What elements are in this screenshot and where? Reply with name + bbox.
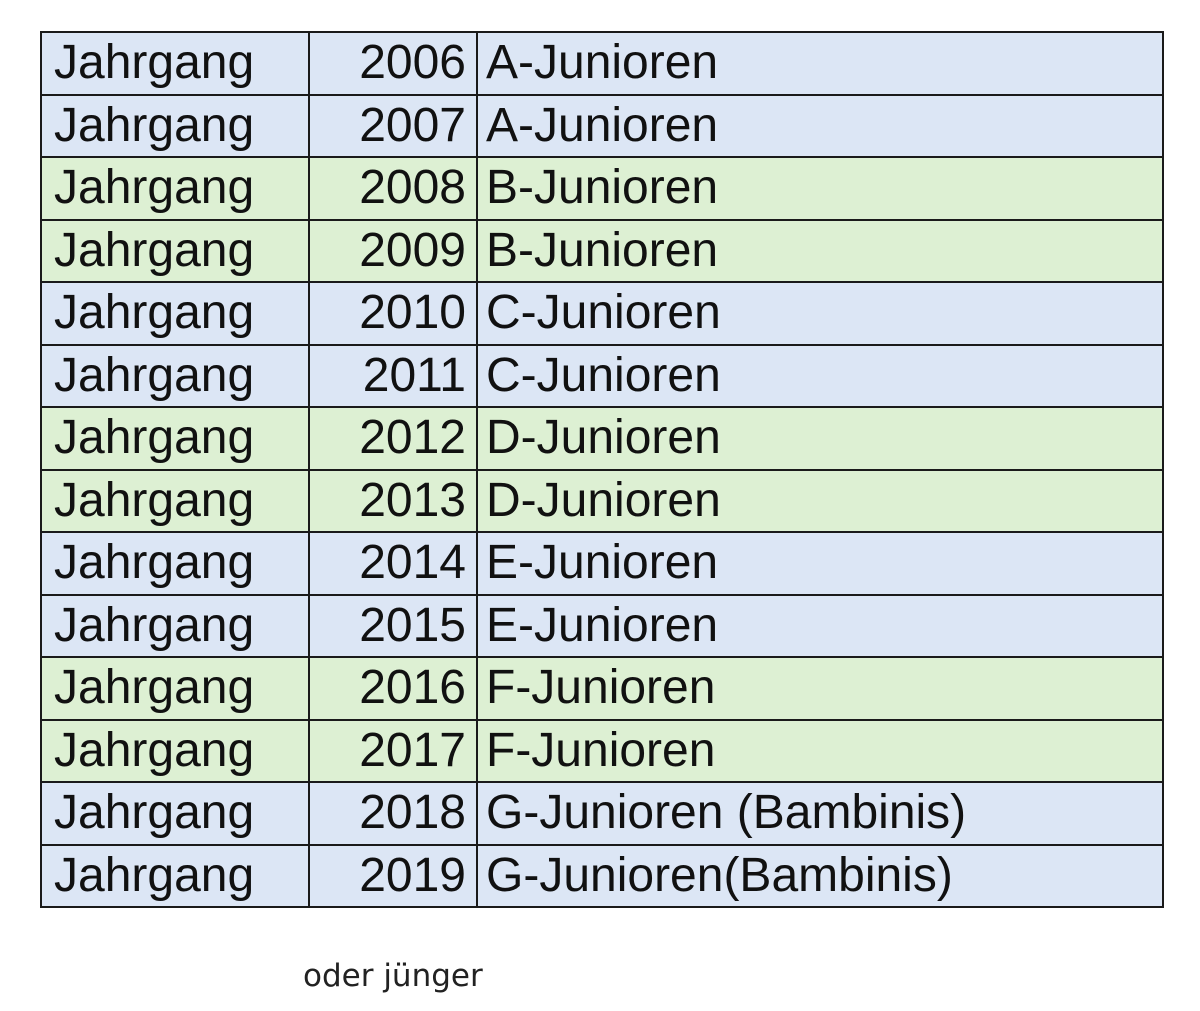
cell-team: E-Junioren bbox=[476, 593, 1164, 658]
table-row: Jahrgang 2014 E-Junioren bbox=[40, 531, 1164, 596]
cell-team: C-Junioren bbox=[476, 343, 1164, 408]
cell-label: Jahrgang bbox=[40, 468, 310, 533]
cell-label: Jahrgang bbox=[40, 718, 310, 783]
cell-team: G-Junioren(Bambinis) bbox=[476, 843, 1164, 908]
table-row: Jahrgang 2019 G-Junioren(Bambinis) bbox=[40, 843, 1164, 908]
cell-year: 2008 bbox=[308, 156, 478, 221]
cell-year: 2017 bbox=[308, 718, 478, 783]
table-row: Jahrgang 2015 E-Junioren bbox=[40, 593, 1164, 658]
cell-team: D-Junioren bbox=[476, 468, 1164, 533]
cell-label: Jahrgang bbox=[40, 656, 310, 721]
cell-team: E-Junioren bbox=[476, 531, 1164, 596]
cell-year: 2009 bbox=[308, 218, 478, 283]
cell-team: B-Junioren bbox=[476, 218, 1164, 283]
age-group-table: Jahrgang 2006 A-Junioren Jahrgang 2007 A-Juni… bbox=[40, 31, 1164, 908]
cell-year: 2015 bbox=[308, 593, 478, 658]
table-row: Jahrgang 2007 A-Junioren bbox=[40, 93, 1164, 158]
cell-year: 2011 bbox=[308, 343, 478, 408]
cell-team: D-Junioren bbox=[476, 406, 1164, 471]
cell-year: 2018 bbox=[308, 781, 478, 846]
cell-label: Jahrgang bbox=[40, 843, 310, 908]
cell-year: 2019 bbox=[308, 843, 478, 908]
cell-year: 2016 bbox=[308, 656, 478, 721]
cell-label: Jahrgang bbox=[40, 218, 310, 283]
cell-year: 2006 bbox=[308, 31, 478, 96]
age-group-table-body: Jahrgang 2006 A-Junioren Jahrgang 2007 A-Juni… bbox=[40, 31, 1164, 908]
cell-label: Jahrgang bbox=[40, 406, 310, 471]
cell-year: 2014 bbox=[308, 531, 478, 596]
table-row: Jahrgang 2006 A-Junioren bbox=[40, 31, 1164, 96]
table-row: Jahrgang 2011 C-Junioren bbox=[40, 343, 1164, 408]
cell-team: F-Junioren bbox=[476, 718, 1164, 783]
cell-team: C-Junioren bbox=[476, 281, 1164, 346]
table-row: Jahrgang 2012 D-Junioren bbox=[40, 406, 1164, 471]
cell-team: B-Junioren bbox=[476, 156, 1164, 221]
cell-label: Jahrgang bbox=[40, 343, 310, 408]
footnote: oder jünger bbox=[303, 958, 483, 994]
cell-team: A-Junioren bbox=[476, 93, 1164, 158]
table-row: Jahrgang 2010 C-Junioren bbox=[40, 281, 1164, 346]
table-row: Jahrgang 2009 B-Junioren bbox=[40, 218, 1164, 283]
cell-year: 2007 bbox=[308, 93, 478, 158]
cell-year: 2013 bbox=[308, 468, 478, 533]
table-row: Jahrgang 2013 D-Junioren bbox=[40, 468, 1164, 533]
cell-label: Jahrgang bbox=[40, 281, 310, 346]
cell-label: Jahrgang bbox=[40, 593, 310, 658]
cell-team: A-Junioren bbox=[476, 31, 1164, 96]
cell-year: 2010 bbox=[308, 281, 478, 346]
cell-label: Jahrgang bbox=[40, 31, 310, 96]
cell-team: G-Junioren (Bambinis) bbox=[476, 781, 1164, 846]
table-row: Jahrgang 2016 F-Junioren bbox=[40, 656, 1164, 721]
cell-team: F-Junioren bbox=[476, 656, 1164, 721]
cell-label: Jahrgang bbox=[40, 781, 310, 846]
cell-label: Jahrgang bbox=[40, 531, 310, 596]
cell-year: 2012 bbox=[308, 406, 478, 471]
cell-label: Jahrgang bbox=[40, 156, 310, 221]
table-row: Jahrgang 2018 G-Junioren (Bambinis) bbox=[40, 781, 1164, 846]
table-row: Jahrgang 2008 B-Junioren bbox=[40, 156, 1164, 221]
table-row: Jahrgang 2017 F-Junioren bbox=[40, 718, 1164, 783]
cell-label: Jahrgang bbox=[40, 93, 310, 158]
